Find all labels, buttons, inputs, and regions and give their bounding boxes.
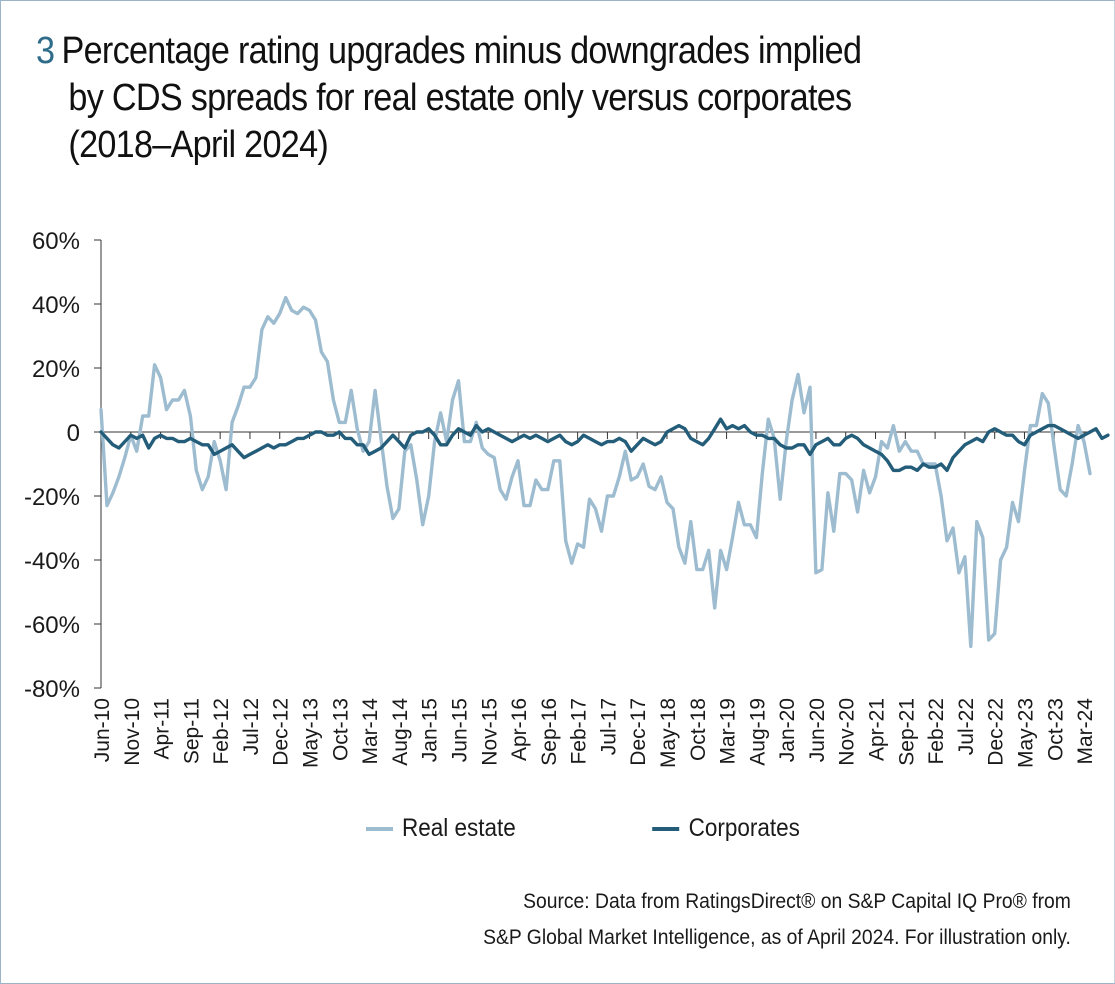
x-tick-label: Jul-12 [240, 698, 263, 755]
y-tick-label: -40% [24, 548, 80, 575]
title-line-3: (2018–April 2024) [68, 124, 329, 166]
y-tick-label: 20% [32, 356, 80, 383]
x-tick-label: Aug-19 [746, 698, 769, 766]
x-tick-label: Feb-22 [925, 698, 948, 765]
source-line-2: S&P Global Market Intelligence, as of Ap… [483, 926, 1071, 949]
x-tick-label: Nov-15 [478, 698, 501, 766]
legend: Real estate Corporates [366, 814, 800, 843]
y-tick-label: 60% [32, 228, 80, 255]
legend-item-corporates: Corporates [652, 814, 800, 843]
x-tick-label: Mar-24 [1074, 698, 1097, 765]
legend-label-corporates: Corporates [688, 814, 800, 842]
x-tick-label: Feb-17 [568, 698, 591, 765]
x-tick-label: Jan-20 [776, 698, 799, 762]
y-tick-label: 40% [32, 292, 80, 319]
x-tick-label: Oct-23 [1044, 698, 1067, 761]
x-tick-label: Jun-20 [806, 698, 829, 762]
x-tick-label: Dec-17 [627, 698, 650, 766]
title-line-1: 3 Percentage rating upgrades minus downgr… [36, 30, 862, 72]
series-line-real-estate [99, 295, 1092, 649]
x-tick-label: Oct-18 [687, 698, 710, 761]
legend-item-real-estate: Real estate [366, 814, 516, 843]
y-tick-label: -60% [24, 612, 80, 639]
title-line-2: by CDS spreads for real estate only vers… [68, 77, 852, 119]
x-axis: Jun-10 Nov-10 Apr-11 Sep-11 Feb-12 Jul-12 Dec-… [91, 431, 1097, 768]
x-tick-label: Dec-22 [985, 698, 1008, 766]
source-line-1: Source: Data from RatingsDirect® on S&P … [523, 890, 1071, 913]
source-note: Source: Data from RatingsDirect® on S&P … [483, 884, 1071, 956]
x-tick-label: Oct-13 [329, 698, 352, 761]
y-axis: 60% 40% 20% 0 -20% -40% -60% -80% [24, 228, 102, 703]
figure-number: 3 [36, 30, 55, 72]
series-layer [99, 295, 1110, 649]
x-tick-label: Sep-16 [538, 698, 561, 766]
x-tick-label: Apr-21 [866, 698, 889, 761]
x-tick-label: Jul-22 [955, 698, 978, 755]
x-tick-label: Apr-11 [151, 698, 174, 759]
figure-title: 3 Percentage rating upgrades minus downgr… [36, 28, 972, 169]
y-tick-label: 0 [67, 420, 80, 447]
x-tick-label: Sep-11 [180, 698, 203, 764]
x-tick-label: Apr-16 [508, 698, 531, 761]
x-tick-label: Nov-10 [121, 698, 144, 766]
y-tick-label: -80% [24, 676, 80, 703]
x-tick-label: Aug-14 [389, 698, 412, 766]
x-tick-label: May-23 [1014, 698, 1037, 768]
x-tick-label: May-13 [300, 698, 323, 768]
x-tick-label: Mar-14 [359, 698, 382, 765]
y-tick-label: -20% [24, 484, 80, 511]
x-tick-label: Sep-21 [895, 698, 918, 766]
x-tick-label: Jun-15 [448, 698, 471, 762]
x-tick-label: Jun-10 [91, 698, 114, 762]
x-tick-label: Jan-15 [419, 698, 442, 762]
x-tick-label: Mar-19 [717, 698, 740, 765]
legend-swatch-real-estate [366, 826, 393, 831]
x-tick-label: Feb-12 [210, 698, 233, 765]
x-tick-label: Dec-12 [270, 698, 293, 766]
series-line-corporates [99, 417, 1110, 473]
legend-swatch-corporates [652, 826, 680, 831]
x-tick-label: Jul-17 [597, 698, 620, 755]
x-tick-label: Nov-20 [836, 698, 859, 766]
legend-label-real-estate: Real estate [402, 814, 516, 842]
x-tick-label: May-18 [657, 698, 680, 768]
